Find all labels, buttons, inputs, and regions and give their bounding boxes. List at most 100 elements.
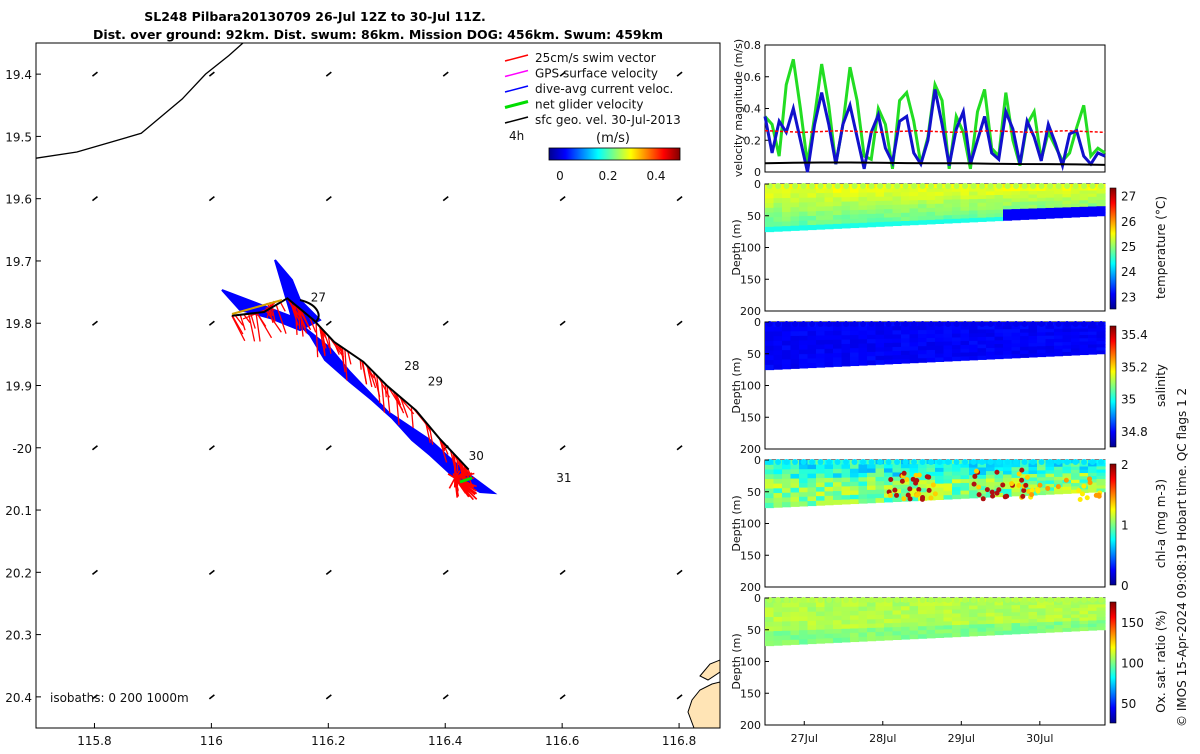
temperature-surface-point: [801, 183, 807, 189]
temperature-cell: [850, 193, 859, 198]
temperature-cell: [1063, 201, 1072, 205]
chlorophyll-cell: [816, 487, 825, 492]
chlorophyll-cell: [1080, 467, 1089, 471]
oxygen-cell: [765, 617, 774, 622]
temperature-cell: [833, 224, 842, 229]
salinity-cell: [1063, 345, 1072, 349]
salinity-surface-point: [971, 321, 977, 327]
salinity-cell: [935, 354, 944, 358]
oxygen-cell: [944, 618, 953, 622]
chlorophyll-cell: [1071, 476, 1080, 480]
temperature-cell: [901, 213, 910, 218]
chlorophyll-cell: [825, 500, 834, 505]
oxygen-cell: [1080, 621, 1089, 625]
oxygen-surface-point: [1013, 597, 1019, 603]
temperature-cell: [969, 203, 978, 207]
map-ytick-label: 19.4: [5, 68, 32, 82]
temperature-cell: [1088, 200, 1097, 204]
salinity-cell: [910, 355, 919, 360]
salinity-surface-point: [826, 321, 832, 327]
oxygen-cell: [808, 603, 817, 608]
oxygen-cell: [859, 611, 868, 616]
salinity-cell: [1071, 345, 1080, 349]
chlorophyll-cell: [1097, 476, 1106, 480]
salinity-cell: [816, 363, 825, 368]
chl-high-point: [888, 493, 893, 498]
chlorophyll-cell: [765, 474, 774, 479]
salinity-surface-point: [903, 321, 909, 327]
chlorophyll-surface-point: [1098, 459, 1104, 465]
temperature-cell: [893, 209, 902, 214]
temperature-cell: [969, 195, 978, 199]
salinity-cell: [918, 342, 927, 347]
salinity-cell: [1012, 354, 1021, 358]
temperature-cell: [774, 189, 783, 194]
salinity-cell: [995, 329, 1004, 333]
oxygen-cell: [782, 635, 791, 640]
salinity-cell: [816, 349, 825, 354]
salinity-cell: [859, 339, 868, 344]
chl-high-point: [900, 479, 905, 484]
chlorophyll-cell: [782, 488, 791, 493]
chlorophyll-cell: [1029, 467, 1038, 471]
oxygen-surface-point: [911, 597, 917, 603]
chlorophyll-cell: [833, 495, 842, 500]
oxygen-cell: [884, 619, 893, 624]
oxygen-cell: [995, 609, 1004, 613]
salinity-surface-point: [860, 321, 866, 327]
chlorophyll-cell: [1071, 470, 1080, 474]
temperature-cell: [1037, 208, 1046, 212]
oxygen-cell: [1071, 611, 1080, 615]
chlorophyll-surface-point: [1081, 459, 1087, 465]
oxygen-cell: [1071, 628, 1080, 632]
salinity-cell: [884, 335, 893, 340]
chl-high-point: [1019, 478, 1024, 483]
chlorophyll-cell: [1063, 470, 1072, 474]
time-xtick-label: 28Jul: [869, 732, 896, 745]
oxygen-cell: [986, 617, 995, 621]
oxygen-cell: [1088, 611, 1097, 615]
day-label-31: 31: [556, 471, 571, 485]
oxygen-cell: [867, 636, 876, 641]
chlorophyll-cell: [850, 464, 859, 469]
oxygen-cell: [910, 635, 919, 640]
velocity-ytick-label: 0.6: [744, 71, 762, 84]
oxygen-cell: [774, 640, 783, 645]
oxygen-cell: [842, 602, 851, 607]
salinity-cell: [1071, 342, 1080, 346]
temperature-cell: [1020, 212, 1029, 216]
oxygen-cell: [1054, 625, 1063, 629]
temperature-cell: [825, 193, 834, 198]
temperature-cell: [1046, 201, 1055, 205]
chlorophyll-colorbar-label: chl-a (mg m-3): [1154, 479, 1168, 568]
chlorophyll-cell: [1097, 473, 1106, 477]
temperature-cell: [884, 197, 893, 202]
temperature-cell: [995, 206, 1004, 210]
oxygen-cell: [884, 606, 893, 611]
oxygen-cell: [825, 629, 834, 634]
temperature-cell: [884, 201, 893, 206]
chlorophyll-cell: [1037, 467, 1046, 471]
oxygen-surface-point: [988, 597, 994, 603]
chlorophyll-cell: [842, 473, 851, 478]
chlorophyll-cell: [765, 470, 774, 475]
chlorophyll-cell: [935, 476, 944, 480]
chlorophyll-cell: [791, 479, 800, 484]
chlorophyll-cell: [1063, 487, 1072, 491]
temperature-cell: [1029, 195, 1038, 199]
oxygen-cell: [842, 607, 851, 612]
oxygen-cell: [1046, 615, 1055, 619]
temperature-cell: [765, 217, 774, 222]
oxygen-cell: [799, 626, 808, 631]
salinity-cell: [791, 341, 800, 346]
temperature-surface-point: [818, 183, 824, 189]
oxygen-cell: [1003, 612, 1012, 616]
temperature-cell: [825, 188, 834, 193]
temperature-cell: [1020, 195, 1029, 199]
salinity-cell: [791, 345, 800, 350]
salinity-cell: [986, 348, 995, 352]
oxygen-cell: [1046, 612, 1055, 616]
chlorophyll-cell: [867, 481, 876, 486]
salinity-cell: [1029, 354, 1038, 358]
